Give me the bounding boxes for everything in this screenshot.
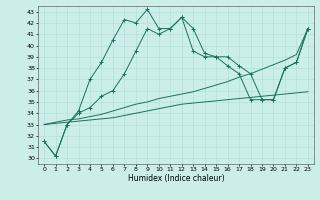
X-axis label: Humidex (Indice chaleur): Humidex (Indice chaleur) bbox=[128, 174, 224, 183]
